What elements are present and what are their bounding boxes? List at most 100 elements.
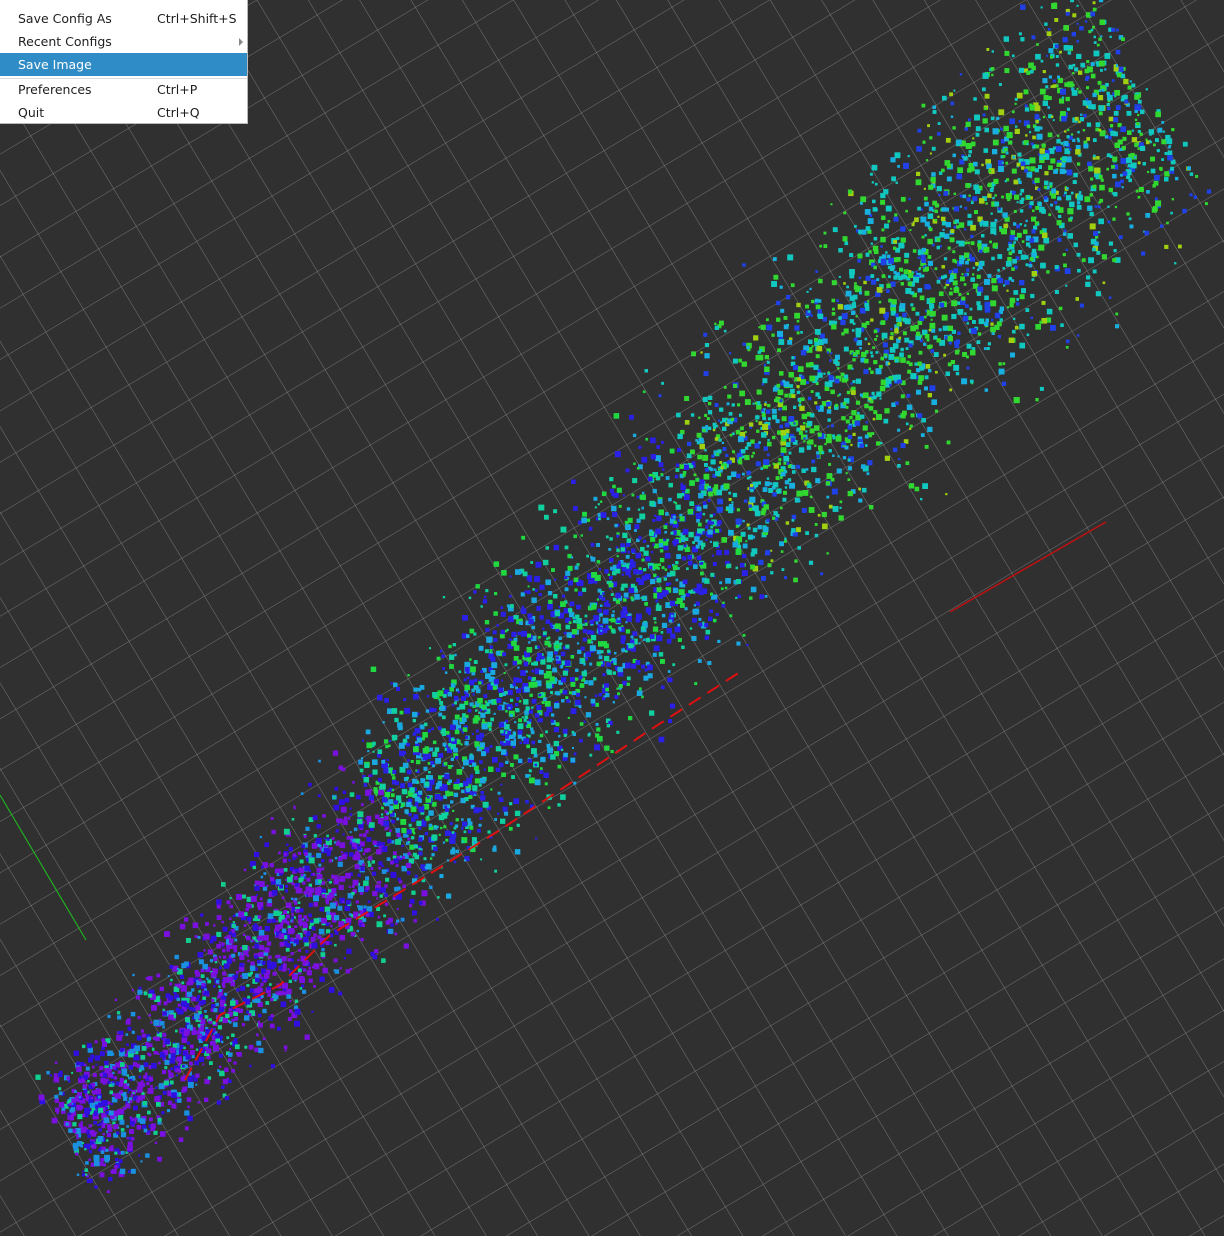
- point: [448, 644, 452, 649]
- point: [534, 668, 541, 675]
- point: [666, 639, 672, 644]
- point: [1029, 257, 1034, 261]
- point: [362, 863, 365, 867]
- point: [985, 318, 989, 323]
- point: [508, 710, 515, 717]
- point: [701, 531, 705, 535]
- point: [1108, 241, 1113, 246]
- point: [724, 586, 728, 590]
- point: [632, 433, 637, 438]
- point: [744, 431, 747, 434]
- point: [1076, 22, 1079, 25]
- point: [961, 154, 965, 158]
- point: [469, 755, 474, 760]
- point: [384, 893, 388, 897]
- point: [814, 425, 820, 431]
- point: [943, 274, 948, 279]
- point: [977, 305, 983, 311]
- point: [920, 216, 927, 223]
- point: [747, 487, 751, 491]
- point: [921, 258, 926, 263]
- point: [903, 317, 908, 323]
- point: [1035, 398, 1039, 402]
- point: [748, 507, 753, 511]
- point: [461, 789, 465, 794]
- point: [970, 241, 975, 246]
- point: [462, 756, 468, 762]
- point: [728, 529, 734, 536]
- point: [1025, 166, 1030, 171]
- point: [610, 566, 614, 571]
- point: [136, 1035, 142, 1041]
- point: [283, 909, 288, 914]
- point: [895, 327, 898, 331]
- point: [889, 383, 892, 387]
- point: [408, 823, 412, 827]
- point: [319, 846, 324, 851]
- point: [959, 205, 962, 208]
- point: [298, 948, 301, 952]
- point: [101, 1046, 105, 1050]
- point: [157, 1001, 161, 1006]
- point: [1113, 249, 1117, 253]
- point: [1071, 87, 1075, 91]
- point: [376, 921, 383, 928]
- point: [450, 849, 456, 855]
- point: [176, 1098, 182, 1103]
- point: [451, 764, 454, 767]
- point: [658, 460, 661, 463]
- point: [546, 664, 551, 670]
- point: [172, 1017, 176, 1021]
- point: [68, 1080, 71, 1083]
- point: [968, 154, 971, 158]
- point: [541, 657, 546, 662]
- point: [1065, 156, 1072, 163]
- point: [992, 196, 995, 200]
- point: [470, 804, 475, 809]
- point: [746, 643, 749, 647]
- point: [704, 343, 709, 348]
- point: [892, 447, 898, 453]
- point: [803, 422, 806, 425]
- point: [707, 661, 712, 665]
- point: [488, 766, 491, 769]
- point: [328, 859, 333, 863]
- point: [140, 1160, 143, 1163]
- point: [1048, 213, 1052, 217]
- point: [927, 124, 930, 128]
- point: [1033, 225, 1038, 230]
- point: [176, 1056, 182, 1062]
- point: [849, 295, 855, 301]
- point: [212, 985, 216, 988]
- point: [764, 481, 770, 487]
- point: [977, 185, 983, 191]
- point: [962, 315, 969, 322]
- point: [605, 535, 609, 539]
- point: [293, 805, 296, 808]
- point: [429, 747, 434, 752]
- point: [378, 789, 384, 796]
- point: [530, 635, 537, 642]
- point: [655, 455, 661, 461]
- point: [1054, 18, 1059, 22]
- point: [111, 1096, 118, 1103]
- point: [616, 730, 620, 734]
- point: [848, 456, 854, 463]
- point: [260, 982, 264, 987]
- point: [675, 578, 679, 582]
- point: [787, 478, 792, 482]
- point: [813, 364, 819, 370]
- point: [898, 379, 903, 384]
- point: [787, 464, 792, 469]
- point: [953, 364, 960, 371]
- point: [495, 746, 502, 752]
- point: [131, 989, 134, 992]
- point: [650, 551, 654, 554]
- point: [137, 989, 143, 995]
- point: [83, 1063, 87, 1067]
- point: [1018, 180, 1022, 184]
- point: [1009, 118, 1015, 125]
- point: [588, 579, 593, 584]
- point: [619, 560, 624, 564]
- point: [453, 826, 457, 830]
